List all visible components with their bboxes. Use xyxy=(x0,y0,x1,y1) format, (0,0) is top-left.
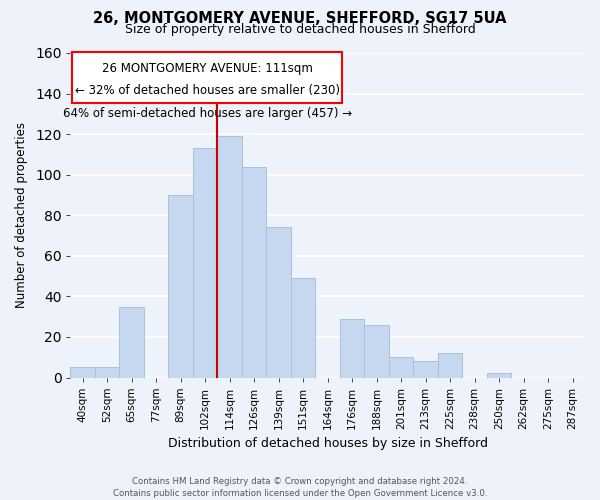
Bar xyxy=(389,357,413,378)
Text: 64% of semi-detached houses are larger (457) →: 64% of semi-detached houses are larger (… xyxy=(62,107,352,120)
FancyBboxPatch shape xyxy=(71,52,343,102)
Bar xyxy=(95,368,119,378)
Y-axis label: Number of detached properties: Number of detached properties xyxy=(15,122,28,308)
Bar xyxy=(119,306,144,378)
Text: ← 32% of detached houses are smaller (230): ← 32% of detached houses are smaller (23… xyxy=(74,84,340,98)
Bar xyxy=(438,353,463,378)
Bar xyxy=(266,228,291,378)
Bar xyxy=(340,318,364,378)
Bar xyxy=(169,195,193,378)
Bar xyxy=(217,136,242,378)
Bar xyxy=(487,374,511,378)
Text: 26 MONTGOMERY AVENUE: 111sqm: 26 MONTGOMERY AVENUE: 111sqm xyxy=(101,62,313,74)
Bar xyxy=(413,362,438,378)
Bar xyxy=(291,278,316,378)
Bar xyxy=(193,148,217,378)
X-axis label: Distribution of detached houses by size in Shefford: Distribution of detached houses by size … xyxy=(168,437,488,450)
Text: 26, MONTGOMERY AVENUE, SHEFFORD, SG17 5UA: 26, MONTGOMERY AVENUE, SHEFFORD, SG17 5U… xyxy=(93,11,507,26)
Text: Size of property relative to detached houses in Shefford: Size of property relative to detached ho… xyxy=(125,22,475,36)
Bar xyxy=(70,368,95,378)
Bar xyxy=(364,325,389,378)
Text: Contains HM Land Registry data © Crown copyright and database right 2024.
Contai: Contains HM Land Registry data © Crown c… xyxy=(113,476,487,498)
Bar xyxy=(242,166,266,378)
